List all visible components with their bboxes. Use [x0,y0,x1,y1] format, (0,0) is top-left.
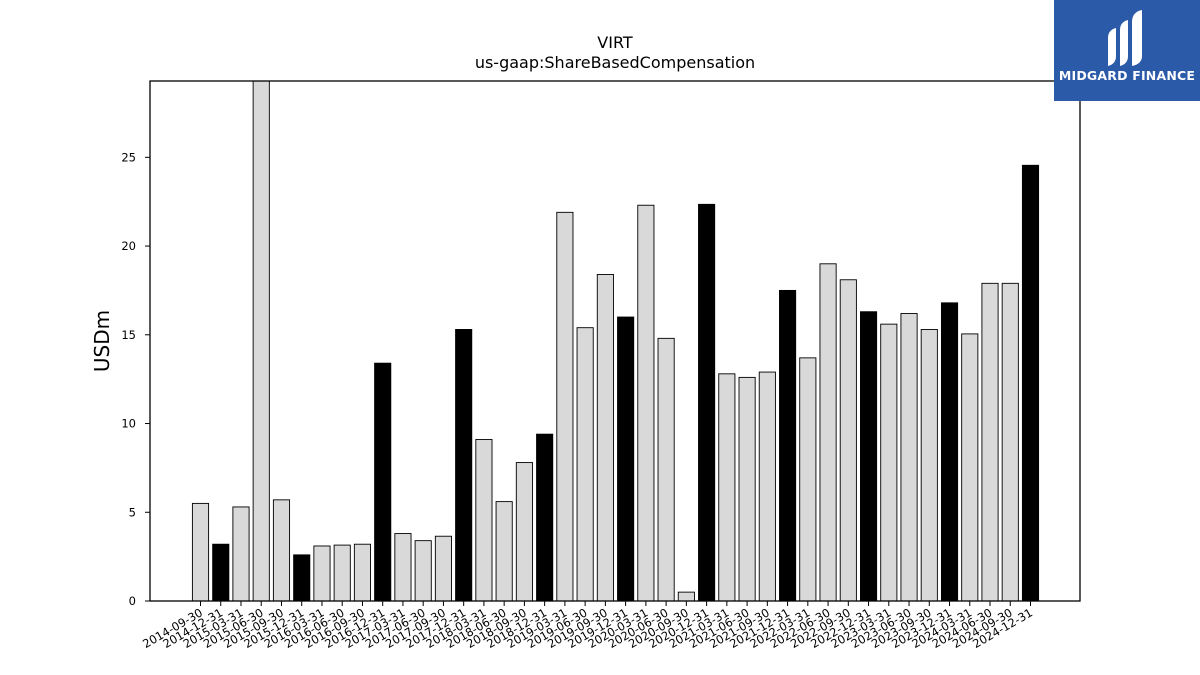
chart-title: VIRT [597,33,633,52]
bars-group [191,80,1040,602]
y-axis-label: USDm [90,310,114,372]
bar [232,506,250,602]
bar [981,282,999,602]
bar [819,263,837,602]
bar [617,316,635,602]
y-axis-ticks: 0 5 10 15 20 25 [121,150,150,608]
bar [596,274,614,602]
bar [961,333,979,602]
bar [394,533,412,602]
bar [920,329,938,602]
bar [698,203,716,602]
bar [495,501,513,602]
y-tick-label: 10 [121,417,136,431]
bar [779,289,797,602]
brand-name: MIDGARD FINANCE [1058,68,1196,83]
bar [374,362,392,602]
bar [738,376,756,602]
brand-logo: MIDGARD FINANCE [1054,0,1200,101]
brand-mark-icon [1108,10,1142,66]
bar [880,323,898,602]
bar [293,554,311,602]
bar [758,371,776,602]
bar [414,540,432,602]
bar [900,313,918,602]
y-tick-label: 20 [121,239,136,253]
y-tick-label: 15 [121,328,136,342]
bar [353,543,372,602]
bar [191,502,210,602]
bar [718,373,736,602]
bar [576,327,594,602]
bar [475,439,493,602]
bar [637,204,655,602]
y-tick-label: 5 [129,505,136,519]
bar [434,535,452,602]
bar [272,499,291,602]
bar [556,211,574,602]
bar [313,545,331,602]
y-tick-label: 0 [129,594,136,608]
bar [839,279,857,602]
bar [252,80,270,602]
bar [212,543,230,602]
bar [1001,282,1019,602]
x-axis-ticks: 2014-09-302014-12-312015-03-312015-06-30… [140,601,1035,651]
bar [536,433,554,602]
bar [515,462,533,602]
bar [799,357,817,602]
bar [860,311,878,602]
chart-subtitle: us-gaap:ShareBasedCompensation [475,53,755,72]
bar [333,544,351,602]
y-tick-label: 25 [121,150,136,164]
bar [677,591,695,602]
plot-frame [149,80,1081,602]
bar [455,329,473,602]
bar [940,302,959,602]
bar [1021,164,1040,602]
bar [657,337,675,602]
